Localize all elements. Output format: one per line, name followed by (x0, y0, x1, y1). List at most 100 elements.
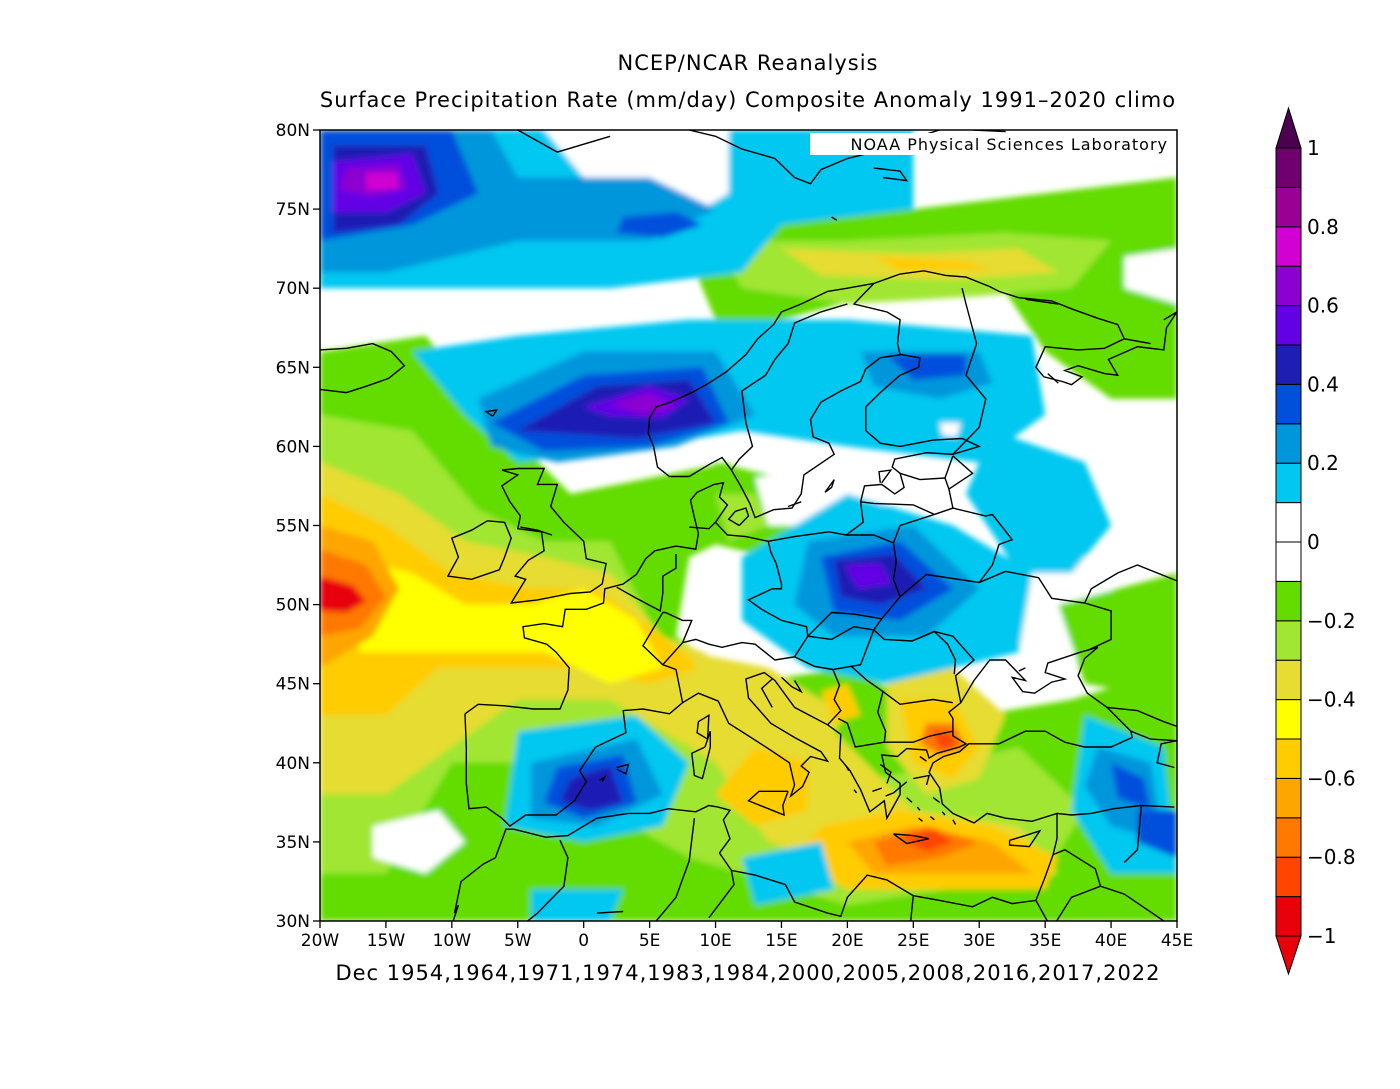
coastline-segment (873, 167, 909, 182)
coastline-segment (747, 790, 789, 817)
anomaly-contour (939, 422, 961, 437)
colorbar-box (1275, 777, 1302, 819)
coastline-segment (730, 303, 848, 471)
anomaly-contour (676, 177, 1177, 399)
anomaly-contour (346, 557, 663, 684)
coastline-segment (452, 904, 460, 921)
anomaly-contour (821, 683, 861, 724)
coastline-segment (453, 646, 1133, 918)
coastline-segment (642, 611, 693, 666)
anomaly-map (320, 130, 1177, 921)
coastline-segment (853, 789, 858, 794)
x-tick-label: 5W (504, 931, 532, 951)
y-tick-label: 30N (276, 912, 310, 932)
x-tick-label: 20E (831, 931, 863, 951)
coastline-segment (941, 811, 946, 816)
coastline-segment (691, 730, 711, 780)
x-tick-label: 5E (639, 931, 661, 951)
anomaly-contour (715, 493, 769, 542)
coastline-segment (952, 507, 1014, 583)
x-tick-label: 20W (301, 931, 340, 951)
coastlines (320, 130, 1177, 921)
coastline-segment (852, 283, 888, 313)
coastline-segment (320, 342, 406, 394)
colorbar-label: −0.4 (1307, 688, 1356, 712)
anomaly-fills (320, 130, 1177, 921)
x-tick-label: 40E (1095, 931, 1127, 951)
coastline-segment (886, 311, 901, 355)
y-tick-label: 40N (276, 754, 310, 774)
anomaly-contour (372, 810, 465, 874)
y-tick-label: 65N (276, 358, 310, 378)
x-tick-label: 15W (367, 931, 406, 951)
credit-background (810, 133, 1172, 155)
coastline-segment (787, 501, 802, 508)
coastline-segment (727, 507, 750, 527)
coastline-segment (484, 409, 499, 417)
anomaly-contour (320, 462, 1059, 890)
coastline-segment (918, 817, 923, 822)
colorbar-box (1275, 186, 1302, 228)
anomaly-contour (886, 354, 966, 380)
anomaly-contour (741, 841, 835, 906)
anomaly-contour (320, 576, 367, 613)
coastline-segment (919, 755, 927, 762)
anomaly-contour (1137, 810, 1177, 858)
x-axis-label: Dec 1954,1964,1971,1974,1983,1984,2000,2… (335, 961, 1160, 985)
coastline-segment (952, 288, 987, 455)
coastline-segment (884, 730, 954, 743)
anomaly-contour (616, 212, 703, 238)
coastline-segment (760, 678, 773, 708)
coastline-segment (696, 714, 710, 741)
anomaly-contour (966, 430, 1112, 573)
anomaly-contour (1124, 248, 1177, 304)
y-tick-label: 35N (276, 833, 310, 853)
colorbar-label: 0.8 (1307, 215, 1339, 239)
chart-title: NCEP/NCAR Reanalysis (618, 51, 879, 75)
colorbar-label: 0 (1307, 530, 1320, 554)
colorbar-box (1275, 265, 1302, 307)
coastline-segment (932, 797, 941, 803)
coastline-segment (1163, 311, 1177, 321)
coastline-segment (899, 570, 1112, 652)
colorbar-box (1275, 502, 1302, 543)
coastline-segment (1047, 373, 1059, 384)
coastline-segment (1055, 885, 1101, 921)
colorbar-box (1275, 620, 1302, 661)
y-tick-label: 70N (276, 279, 310, 299)
coastline-segment (893, 833, 930, 845)
colorbar-box (1275, 147, 1302, 188)
coastline-segment (911, 630, 957, 675)
coastline-segment (1084, 564, 1177, 604)
coastline-segment (1123, 805, 1143, 864)
colorbar-label: 1 (1307, 136, 1320, 160)
coastline-segment (616, 554, 677, 612)
coastline-segment (916, 806, 921, 811)
coastline-segment (1056, 804, 1175, 816)
colorbar-under-arrow (1275, 935, 1302, 976)
y-tick-label: 45N (276, 675, 310, 695)
coastline-segment (1156, 740, 1177, 769)
coastline-segment (929, 816, 935, 821)
colorbar-box (1275, 462, 1302, 504)
coastline-segment (1107, 706, 1177, 728)
coastline-segment (878, 469, 893, 484)
y-tick-label: 60N (276, 437, 310, 457)
colorbar-label: −0.8 (1307, 845, 1356, 869)
coastline-segment (1025, 298, 1059, 305)
credit-label: NOAA Physical Sciences Laboratory (851, 135, 1168, 154)
anomaly-contour (900, 829, 953, 852)
colorbar-box (1275, 541, 1302, 582)
coastline-segment (860, 501, 935, 516)
coastline-segment (526, 840, 569, 921)
x-tick-label: 10W (433, 931, 472, 951)
colorbar-box (1275, 344, 1302, 385)
coastline-segment (781, 676, 804, 694)
coastline-segment (689, 521, 716, 530)
x-tick-label: 35E (1029, 931, 1061, 951)
coastline-segment (913, 774, 931, 786)
coastline-segment (446, 520, 512, 581)
colorbar-label: 0.2 (1307, 451, 1339, 475)
